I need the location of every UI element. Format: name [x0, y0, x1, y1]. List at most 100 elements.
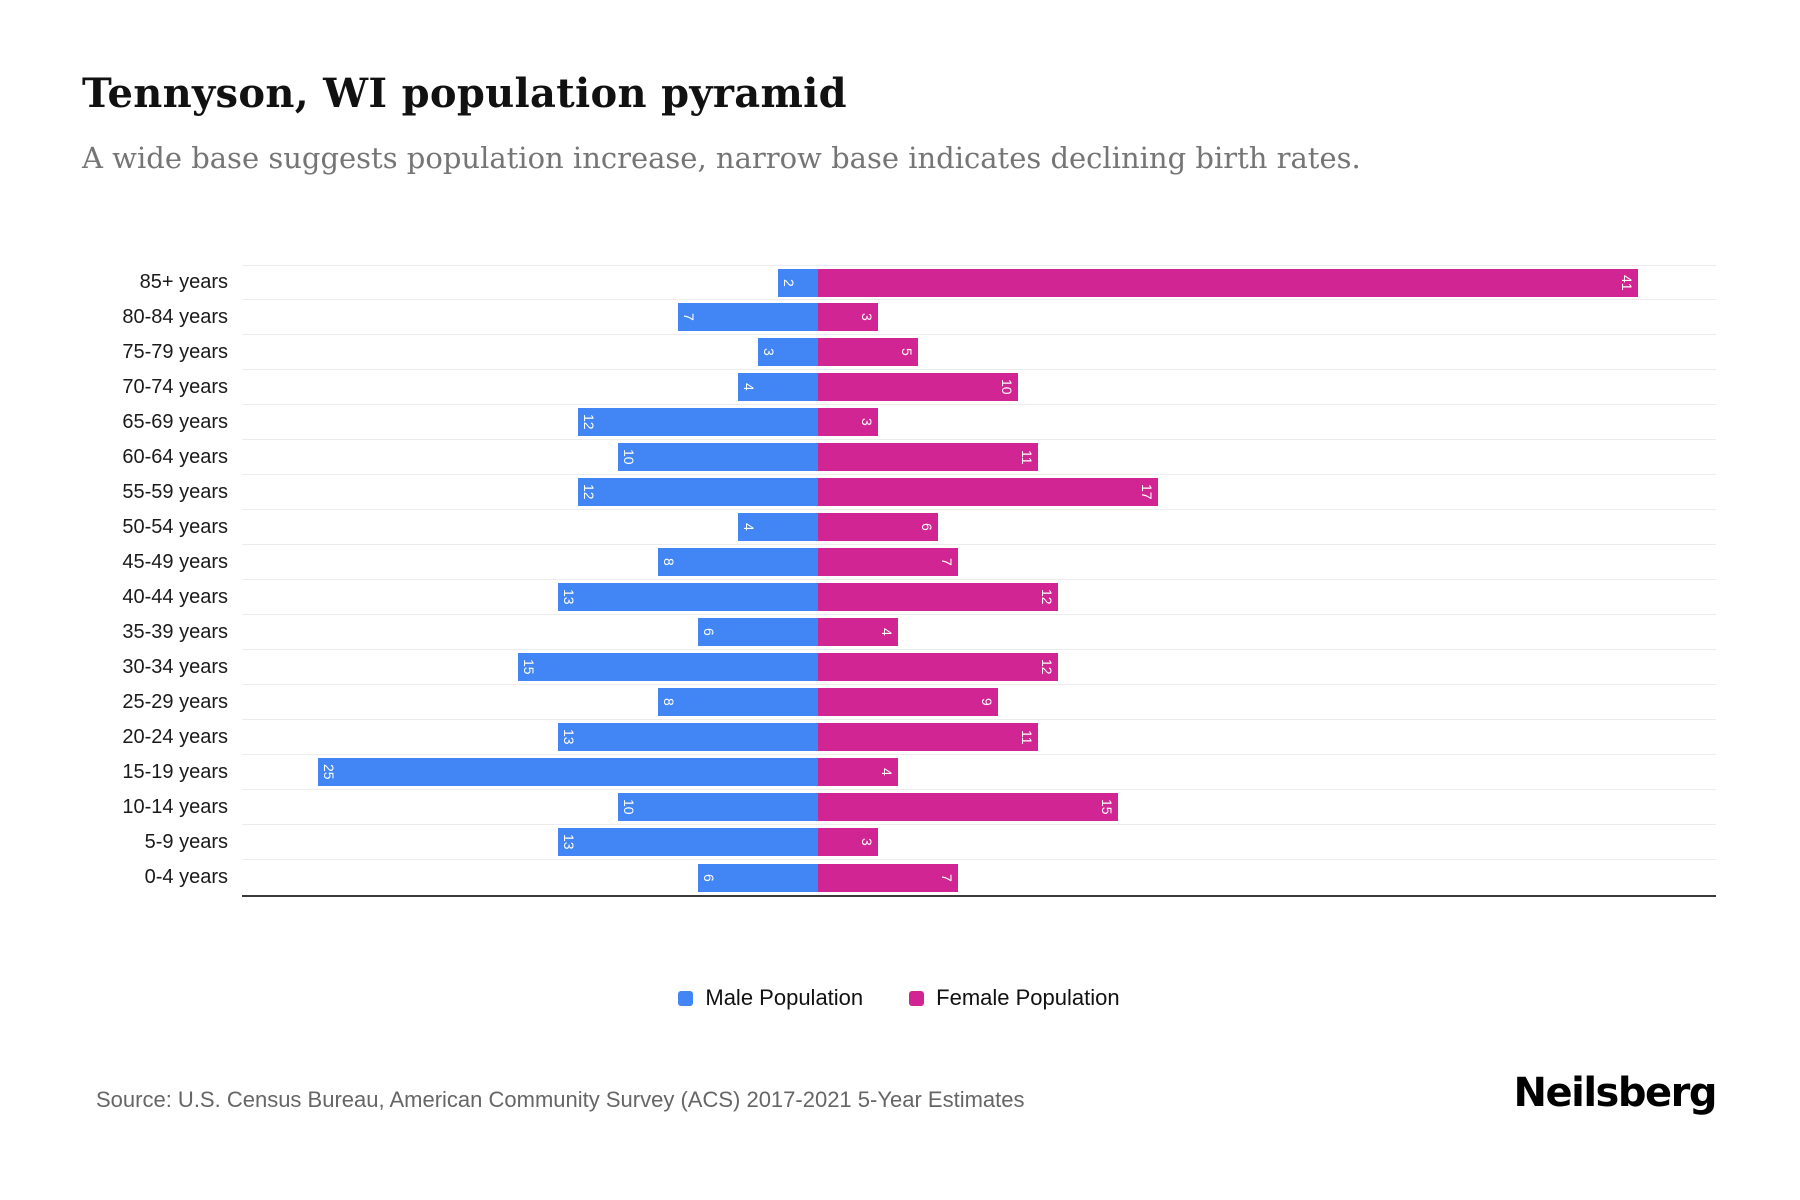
- male-bar-value: 10: [621, 449, 637, 465]
- male-bar[interactable]: 3: [758, 338, 818, 366]
- age-group-label: 50-54 years: [122, 516, 228, 538]
- male-zone: 13: [242, 828, 818, 856]
- male-bar[interactable]: 2: [778, 268, 818, 297]
- plot-row: 4 10: [242, 370, 1716, 405]
- female-zone: 4: [818, 618, 1716, 646]
- female-zone: 3: [818, 303, 1716, 331]
- chart-row: 80-84 years 7 3: [82, 300, 1716, 335]
- male-bar[interactable]: 13: [558, 828, 818, 856]
- female-bar[interactable]: 3: [818, 408, 878, 436]
- female-bar[interactable]: 12: [818, 583, 1058, 611]
- male-zone: 4: [242, 513, 818, 541]
- female-bar-value: 7: [939, 558, 955, 566]
- male-bar[interactable]: 15: [518, 653, 818, 681]
- plot-row: 13 12: [242, 580, 1716, 615]
- male-zone: 25: [242, 758, 818, 786]
- age-group-label: 60-64 years: [122, 446, 228, 468]
- legend-item-female[interactable]: Female Population: [909, 985, 1120, 1011]
- chart-row: 40-44 years 13 12: [82, 580, 1716, 615]
- female-bar[interactable]: 15: [818, 793, 1118, 821]
- age-group-label: 35-39 years: [122, 621, 228, 643]
- female-bar-value: 11: [1019, 449, 1035, 465]
- chart-row: 25-29 years 8 9: [82, 685, 1716, 720]
- plot-row: 10 11: [242, 440, 1716, 475]
- male-bar-value: 3: [761, 348, 777, 356]
- female-bar[interactable]: 10: [818, 373, 1018, 401]
- female-bar-value: 17: [1139, 484, 1155, 500]
- female-bar-value: 9: [979, 698, 995, 706]
- x-axis-line: [242, 895, 1716, 897]
- female-bar[interactable]: 7: [818, 548, 958, 576]
- female-bar[interactable]: 4: [818, 618, 898, 646]
- plot-row: 13 11: [242, 720, 1716, 755]
- female-bar[interactable]: 6: [818, 513, 938, 541]
- legend-item-male[interactable]: Male Population: [678, 985, 863, 1011]
- male-zone: 10: [242, 443, 818, 471]
- chart-row: 45-49 years 8 7: [82, 545, 1716, 580]
- chart-row: 20-24 years 13 11: [82, 720, 1716, 755]
- female-bar-value: 3: [859, 838, 875, 846]
- population-pyramid-chart: 85+ years 2 41 80-84 years 7 3 75-79 years 3 5 70…: [82, 265, 1716, 897]
- male-bar[interactable]: 8: [658, 548, 818, 576]
- female-zone: 5: [818, 338, 1716, 366]
- chart-row: 60-64 years 10 11: [82, 440, 1716, 475]
- plot-row: 15 12: [242, 650, 1716, 685]
- female-bar-value: 7: [939, 873, 955, 882]
- age-group-label: 80-84 years: [122, 306, 228, 328]
- age-group-label: 20-24 years: [122, 726, 228, 748]
- female-bar[interactable]: 4: [818, 758, 898, 786]
- female-bar[interactable]: 7: [818, 863, 958, 892]
- male-bar[interactable]: 25: [318, 758, 818, 786]
- female-bar[interactable]: 3: [818, 303, 878, 331]
- female-bar[interactable]: 3: [818, 828, 878, 856]
- page-title: Tennyson, WI population pyramid: [82, 70, 847, 117]
- male-bar[interactable]: 13: [558, 723, 818, 751]
- age-group-label: 40-44 years: [122, 586, 228, 608]
- female-bar-value: 3: [859, 418, 875, 426]
- male-bar[interactable]: 6: [698, 618, 818, 646]
- age-group-label: 45-49 years: [122, 551, 228, 573]
- male-bar[interactable]: 6: [698, 863, 818, 892]
- male-zone: 8: [242, 688, 818, 716]
- plot-row: 12 17: [242, 475, 1716, 510]
- female-bar[interactable]: 12: [818, 653, 1058, 681]
- male-zone: 3: [242, 338, 818, 366]
- male-bar[interactable]: 12: [578, 408, 818, 436]
- female-zone: 12: [818, 653, 1716, 681]
- chart-rows: 85+ years 2 41 80-84 years 7 3 75-79 years 3 5 70…: [82, 265, 1716, 895]
- female-bar-value: 12: [1039, 589, 1055, 605]
- male-bar[interactable]: 10: [618, 793, 818, 821]
- male-bar[interactable]: 4: [738, 373, 818, 401]
- plot-row: 12 3: [242, 405, 1716, 440]
- male-bar[interactable]: 10: [618, 443, 818, 471]
- age-group-label: 75-79 years: [122, 341, 228, 363]
- male-bar[interactable]: 7: [678, 303, 818, 331]
- chart-row: 10-14 years 10 15: [82, 790, 1716, 825]
- female-bar[interactable]: 11: [818, 443, 1038, 471]
- female-zone: 12: [818, 583, 1716, 611]
- chart-row: 85+ years 2 41: [82, 265, 1716, 300]
- male-bar-value: 4: [741, 383, 757, 391]
- female-bar-value: 4: [879, 768, 895, 776]
- female-bar[interactable]: 41: [818, 268, 1638, 297]
- male-bar[interactable]: 12: [578, 478, 818, 506]
- male-bar[interactable]: 13: [558, 583, 818, 611]
- female-bar[interactable]: 17: [818, 478, 1158, 506]
- source-text: Source: U.S. Census Bureau, American Com…: [96, 1087, 1025, 1112]
- female-zone: 4: [818, 758, 1716, 786]
- age-group-label: 85+ years: [139, 271, 228, 293]
- female-bar[interactable]: 9: [818, 688, 998, 716]
- age-group-label: 30-34 years: [122, 656, 228, 678]
- male-bar-value: 7: [681, 313, 697, 321]
- plot-row: 2 41: [242, 265, 1716, 300]
- female-zone: 3: [818, 828, 1716, 856]
- female-bar[interactable]: 11: [818, 723, 1038, 751]
- male-bar[interactable]: 8: [658, 688, 818, 716]
- male-zone: 13: [242, 583, 818, 611]
- male-bar[interactable]: 4: [738, 513, 818, 541]
- male-zone: 8: [242, 548, 818, 576]
- female-bar[interactable]: 5: [818, 338, 918, 366]
